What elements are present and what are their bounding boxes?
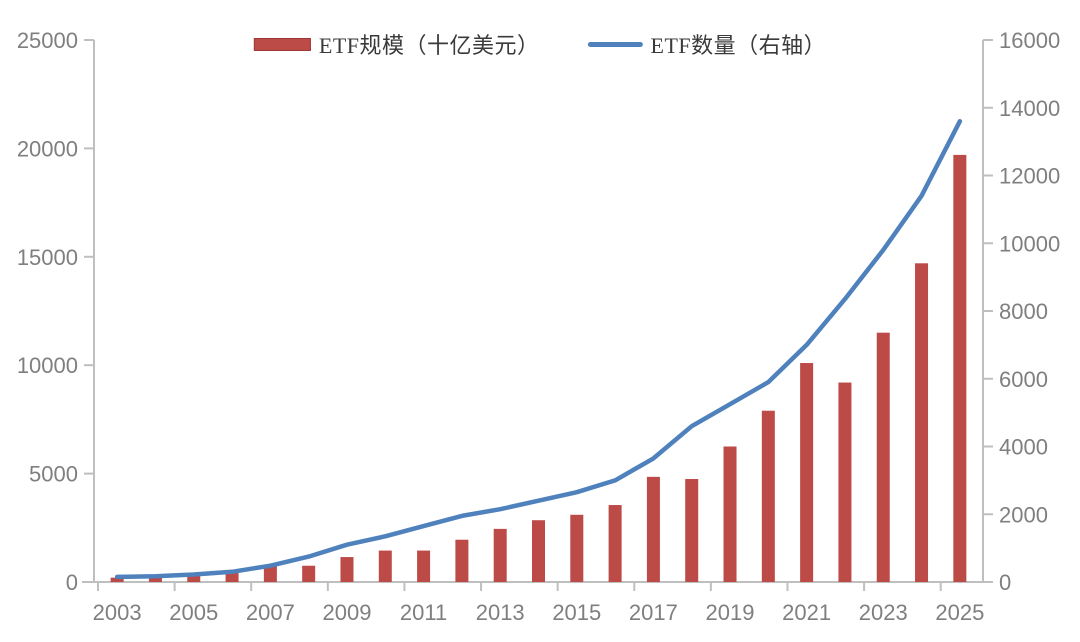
x-tick-label-2013: 2013 [476,600,525,625]
bar-2003 [110,577,124,582]
legend-item-etf-count: ETF数量（右轴） [587,28,827,60]
bar-2014 [532,520,545,582]
x-tick-label-2023: 2023 [859,600,908,625]
bar-2009 [340,557,354,582]
y-left-tick-label-10000: 10000 [17,353,78,378]
y-right-tick-label-4000: 4000 [999,435,1048,460]
x-tick-label-2005: 2005 [169,600,218,625]
x-tick-label-2021: 2021 [782,600,831,625]
y-right-tick-label-0: 0 [999,570,1011,595]
bar-2024 [915,263,929,582]
bar-2007 [263,564,277,582]
legend-item-etf-size: ETF规模（十亿美元） [253,28,540,60]
x-tick-label-2017: 2017 [629,600,678,625]
y-left-tick-label-5000: 5000 [29,462,78,487]
bar-2012 [455,539,469,582]
x-tick-label-2003: 2003 [93,600,142,625]
line-series-label: ETF数量（右轴） [650,33,827,58]
x-tick-label-2025: 2025 [935,600,984,625]
line-series-swatch-icon [587,41,643,47]
bar-2019 [723,446,737,582]
bar-2011 [417,550,431,582]
y-right-tick-label-16000: 16000 [999,28,1060,53]
y-right-tick-label-10000: 10000 [999,231,1060,256]
bar-2020 [761,410,775,582]
bar-2016 [608,505,622,582]
bar-2025 [953,154,967,583]
bar-2006 [225,571,239,582]
x-tick-label-2019: 2019 [706,600,755,625]
bar-2013 [493,528,507,582]
bar-2018 [685,479,699,582]
bar-series-swatch-icon [253,37,311,51]
bar-2015 [570,514,584,582]
x-tick-label-2009: 2009 [323,600,372,625]
y-left-tick-label-15000: 15000 [17,245,78,270]
y-right-tick-label-14000: 14000 [999,96,1060,121]
y-right-tick-label-2000: 2000 [999,502,1048,527]
bar-2005 [187,573,201,582]
bar-2010 [378,550,392,582]
etf-count-line [114,119,963,580]
chart-legend: ETF规模（十亿美元） ETF数量（右轴） [253,28,827,60]
x-tick-label-2007: 2007 [246,600,295,625]
x-tick-label-2011: 2011 [400,600,447,625]
bar-series-label: ETF规模（十亿美元） [318,33,540,58]
y-left-tick-label-20000: 20000 [17,136,78,161]
y-left-tick-label-25000: 25000 [17,28,78,53]
bar-2022 [838,382,852,582]
x-tick-label-2015: 2015 [552,600,601,625]
y-right-tick-label-12000: 12000 [999,164,1060,189]
y-right-tick-label-6000: 6000 [999,367,1048,392]
y-left-tick-label-0: 0 [66,570,78,595]
bar-2017 [646,476,660,582]
bar-2023 [876,332,890,582]
bar-2021 [800,363,814,582]
y-right-tick-label-8000: 8000 [999,299,1048,324]
bar-2008 [302,565,316,582]
bar-2004 [148,575,162,582]
